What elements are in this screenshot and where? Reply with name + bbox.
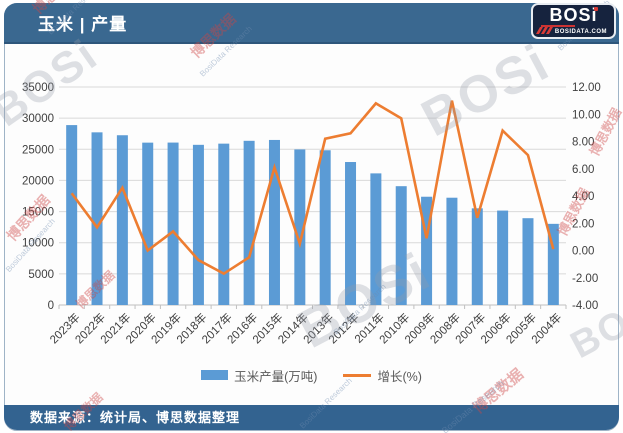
title-bar: 玉米 | 产量 bbox=[4, 3, 619, 44]
y-axis-left-label: 0 bbox=[48, 300, 54, 312]
y-axis-right-label: 10.00 bbox=[572, 109, 601, 121]
chart-legend: 玉米产量(万吨) 增长(%) bbox=[0, 365, 623, 385]
production-bar bbox=[370, 173, 382, 305]
y-axis-right-label: 8.00 bbox=[572, 137, 594, 149]
legend-label: 增长(%) bbox=[377, 369, 422, 384]
y-axis-right-label: -2.00 bbox=[572, 273, 598, 285]
bosidata-logo: BOSi BOSIDATA.COM bbox=[531, 3, 616, 39]
production-bar bbox=[218, 143, 230, 305]
production-bar bbox=[395, 186, 407, 305]
y-axis-left-label: 10000 bbox=[22, 238, 54, 250]
logo-underline bbox=[541, 25, 575, 27]
production-bar bbox=[116, 135, 128, 305]
y-axis-left-label: 35000 bbox=[22, 82, 54, 94]
production-bar bbox=[243, 140, 255, 305]
data-source-text: 数据来源：统计局、博思数据整理 bbox=[30, 410, 241, 425]
production-bar bbox=[497, 210, 509, 305]
y-axis-right-label: 12.00 bbox=[572, 82, 601, 94]
logo-stripes-icon bbox=[535, 27, 554, 34]
y-axis-left-label: 25000 bbox=[22, 144, 54, 156]
legend-item-production: 玉米产量(万吨) bbox=[201, 366, 317, 385]
logo-site-text: BOSIDATA.COM bbox=[554, 29, 607, 35]
y-axis-right-label: 6.00 bbox=[572, 164, 594, 176]
production-bar bbox=[522, 218, 534, 305]
production-bar bbox=[294, 149, 306, 305]
production-bar bbox=[91, 132, 103, 305]
production-bar bbox=[142, 142, 154, 305]
y-axis-left-label: 20000 bbox=[22, 175, 54, 187]
production-bar bbox=[421, 196, 433, 305]
footer-bar: 数据来源：统计局、博思数据整理 bbox=[4, 405, 619, 430]
y-axis-right-label: 2.00 bbox=[572, 218, 594, 230]
production-bar bbox=[446, 197, 458, 305]
y-axis-left-label: 5000 bbox=[28, 269, 54, 281]
page-title: 玉米 | 产量 bbox=[38, 15, 128, 34]
logo-text: BOSi bbox=[549, 5, 598, 25]
y-axis-left-label: 15000 bbox=[22, 207, 54, 219]
y-axis-left-label: 30000 bbox=[22, 113, 54, 125]
legend-item-growth: 增长(%) bbox=[343, 366, 422, 385]
production-bar bbox=[66, 125, 78, 306]
growth-line bbox=[70, 100, 555, 276]
production-bar bbox=[471, 208, 483, 305]
bar-swatch-icon bbox=[201, 370, 229, 380]
production-bar bbox=[547, 223, 559, 305]
y-axis-right-label: 0.00 bbox=[572, 246, 594, 258]
production-bar bbox=[345, 162, 357, 305]
y-axis-right-label: 4.00 bbox=[572, 191, 594, 203]
legend-label: 玉米产量(万吨) bbox=[234, 369, 318, 384]
production-bar bbox=[167, 142, 179, 305]
y-axis-right-label: -4.00 bbox=[572, 300, 598, 312]
production-bar bbox=[192, 144, 204, 305]
production-bar bbox=[268, 139, 280, 305]
production-bar bbox=[319, 150, 331, 305]
card-background bbox=[4, 3, 619, 431]
line-swatch-icon bbox=[343, 373, 372, 377]
